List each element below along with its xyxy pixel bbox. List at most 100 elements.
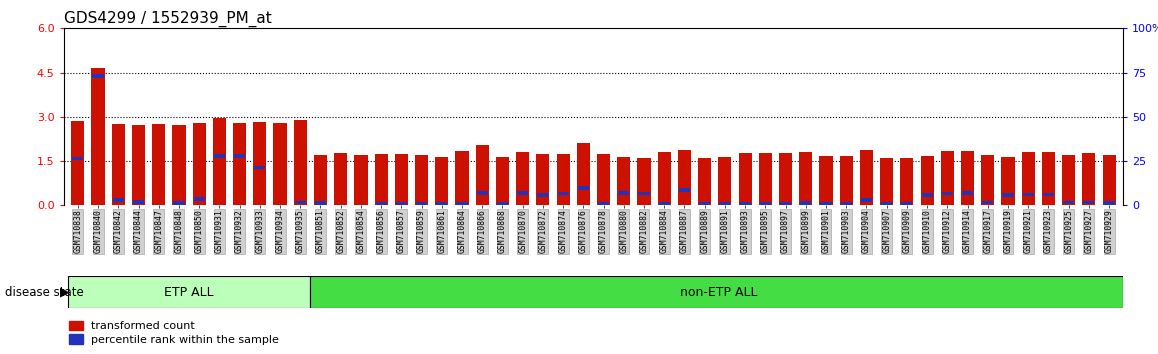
- Bar: [254, 122, 266, 205]
- Bar: [760, 202, 771, 206]
- Bar: [537, 193, 549, 197]
- Bar: [1083, 201, 1094, 204]
- Bar: [395, 154, 408, 205]
- Bar: [496, 156, 510, 205]
- Bar: [1002, 156, 1014, 205]
- Bar: [1003, 193, 1013, 197]
- Bar: [374, 154, 388, 205]
- Bar: [477, 191, 488, 195]
- Bar: [233, 123, 247, 205]
- Bar: [659, 202, 669, 206]
- Bar: [273, 123, 287, 205]
- Bar: [961, 151, 974, 205]
- Bar: [174, 201, 184, 205]
- Bar: [677, 150, 691, 205]
- Bar: [860, 150, 873, 205]
- Bar: [536, 154, 550, 205]
- Bar: [618, 191, 630, 195]
- Bar: [880, 158, 893, 205]
- Bar: [758, 153, 772, 205]
- Bar: [740, 202, 750, 206]
- Bar: [437, 202, 447, 206]
- Bar: [638, 192, 650, 195]
- Bar: [294, 201, 306, 204]
- Bar: [112, 198, 124, 202]
- Bar: [921, 156, 933, 205]
- Bar: [294, 120, 307, 205]
- Bar: [335, 153, 347, 205]
- Bar: [255, 166, 265, 169]
- Legend: transformed count, percentile rank within the sample: transformed count, percentile rank withi…: [69, 321, 279, 345]
- Bar: [679, 188, 690, 192]
- Bar: [940, 151, 954, 205]
- Text: GDS4299 / 1552939_PM_at: GDS4299 / 1552939_PM_at: [64, 11, 271, 27]
- Bar: [1043, 193, 1054, 196]
- Bar: [799, 152, 813, 205]
- Bar: [1083, 153, 1095, 205]
- Bar: [962, 191, 973, 195]
- Bar: [435, 156, 448, 205]
- Bar: [516, 152, 529, 205]
- Bar: [192, 123, 206, 205]
- Bar: [922, 193, 932, 197]
- Bar: [193, 197, 205, 201]
- Bar: [901, 202, 913, 206]
- Bar: [213, 118, 226, 205]
- Bar: [455, 151, 469, 205]
- Bar: [881, 202, 893, 206]
- Bar: [981, 155, 995, 205]
- Bar: [415, 155, 428, 205]
- Bar: [173, 125, 185, 205]
- Bar: [91, 68, 104, 205]
- Bar: [719, 202, 731, 206]
- FancyBboxPatch shape: [310, 276, 1123, 308]
- FancyBboxPatch shape: [67, 276, 310, 308]
- Bar: [1042, 152, 1055, 205]
- Bar: [93, 74, 104, 78]
- Bar: [800, 201, 812, 205]
- Bar: [699, 202, 710, 206]
- Bar: [396, 202, 406, 206]
- Bar: [941, 192, 953, 195]
- Bar: [354, 155, 367, 205]
- Bar: [780, 202, 791, 206]
- Bar: [779, 153, 792, 205]
- Text: ETP ALL: ETP ALL: [164, 286, 214, 298]
- Bar: [1062, 155, 1076, 205]
- Bar: [1104, 201, 1115, 205]
- Bar: [518, 191, 528, 195]
- Bar: [416, 202, 427, 206]
- Bar: [900, 158, 914, 205]
- Bar: [234, 154, 245, 158]
- Bar: [557, 192, 569, 195]
- Bar: [497, 202, 508, 206]
- Bar: [1021, 152, 1035, 205]
- Bar: [72, 121, 85, 205]
- Text: disease state: disease state: [5, 286, 83, 298]
- Bar: [820, 156, 833, 205]
- Bar: [617, 156, 630, 205]
- Bar: [598, 154, 610, 205]
- Bar: [1063, 201, 1075, 204]
- Bar: [133, 200, 144, 204]
- Bar: [314, 155, 327, 205]
- Bar: [456, 202, 468, 206]
- Bar: [214, 154, 225, 158]
- Bar: [476, 145, 489, 205]
- Bar: [982, 201, 994, 204]
- Bar: [72, 157, 83, 160]
- Text: ▶: ▶: [60, 286, 69, 298]
- Bar: [820, 202, 831, 206]
- Text: non-ETP ALL: non-ETP ALL: [680, 286, 757, 298]
- Bar: [598, 202, 609, 206]
- Bar: [152, 124, 166, 205]
- Bar: [1102, 155, 1115, 205]
- Bar: [375, 202, 387, 206]
- Bar: [557, 154, 570, 205]
- Bar: [718, 156, 732, 205]
- Bar: [1023, 193, 1034, 196]
- Bar: [578, 187, 589, 190]
- Bar: [111, 124, 125, 205]
- Bar: [840, 156, 852, 205]
- Bar: [315, 201, 327, 205]
